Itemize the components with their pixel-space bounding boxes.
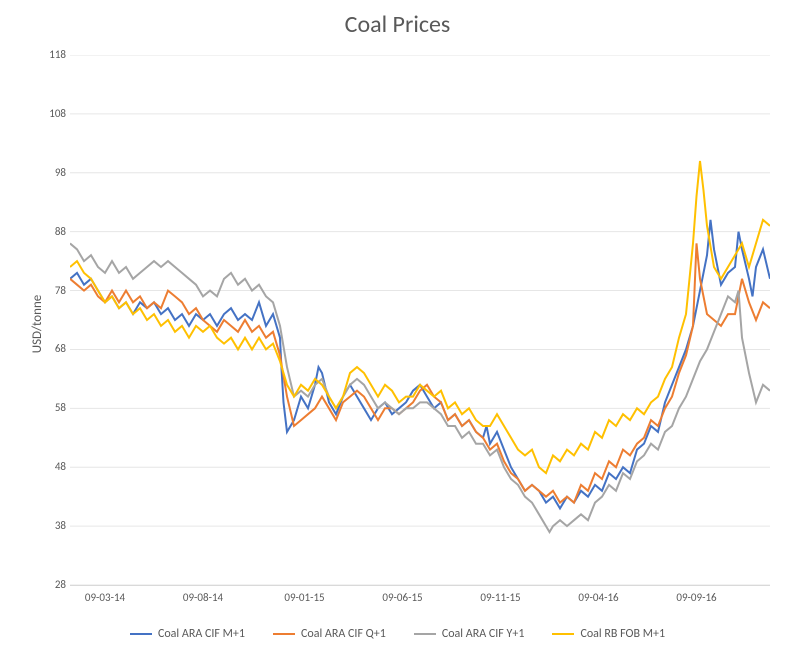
- x-tick-label: 09-06-15: [378, 591, 428, 604]
- x-tick-label: 09-11-15: [476, 591, 526, 604]
- x-tick-label: 09-01-15: [280, 591, 330, 604]
- series-line: [70, 220, 770, 509]
- plot-area: 2838485868788898108118 09-03-1409-08-140…: [70, 55, 770, 586]
- legend-swatch: [273, 633, 295, 635]
- y-tick-label: 68: [40, 342, 66, 355]
- legend-item: Coal ARA CIF Y+1: [414, 627, 525, 641]
- chart-title: Coal Prices: [0, 10, 795, 39]
- legend-item: Coal ARA CIF Q+1: [273, 627, 386, 641]
- y-tick-label: 28: [40, 578, 66, 591]
- y-tick-label: 78: [40, 284, 66, 297]
- y-tick-label: 48: [40, 460, 66, 473]
- y-tick-label: 38: [40, 519, 66, 532]
- x-tick-label: 09-09-16: [672, 591, 722, 604]
- legend-swatch: [414, 633, 436, 635]
- legend-item: Coal RB FOB M+1: [552, 627, 665, 641]
- legend-swatch: [130, 633, 152, 635]
- y-tick-label: 88: [40, 225, 66, 238]
- y-tick-label: 118: [40, 48, 66, 61]
- legend-label: Coal ARA CIF Y+1: [442, 627, 525, 641]
- legend: Coal ARA CIF M+1 Coal ARA CIF Q+1 Coal ARA…: [0, 625, 795, 641]
- x-tick-label: 09-04-16: [574, 591, 624, 604]
- x-tick-label: 09-08-14: [178, 591, 228, 604]
- y-tick-label: 108: [40, 107, 66, 120]
- legend-swatch: [552, 633, 574, 635]
- series-line: [70, 161, 770, 473]
- y-tick-label: 98: [40, 166, 66, 179]
- legend-item: Coal ARA CIF M+1: [130, 627, 245, 641]
- chart-svg: [70, 55, 770, 585]
- legend-label: Coal ARA CIF Q+1: [301, 627, 386, 641]
- series-line: [70, 243, 770, 502]
- legend-label: Coal RB FOB M+1: [580, 627, 665, 641]
- legend-label: Coal ARA CIF M+1: [158, 627, 245, 641]
- y-tick-label: 58: [40, 401, 66, 414]
- x-tick-label: 09-03-14: [80, 591, 130, 604]
- coal-price-chart: Coal Prices USD/tonne 283848586878889810…: [0, 0, 795, 647]
- series-line: [70, 243, 770, 532]
